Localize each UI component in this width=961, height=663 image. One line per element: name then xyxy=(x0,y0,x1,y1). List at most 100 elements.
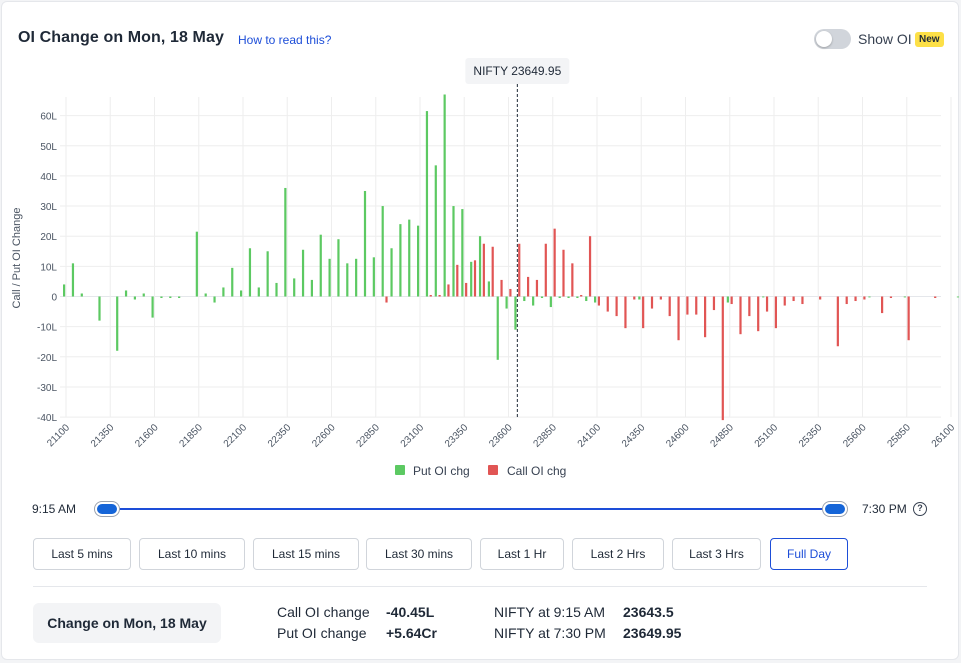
call-oi-change-value: -40.45L xyxy=(386,604,435,620)
nifty-start-value: 23643.5 xyxy=(623,604,674,620)
call-oi-bar xyxy=(650,296,654,309)
range-button-last-5-mins[interactable]: Last 5 mins xyxy=(33,538,131,570)
x-tick-label: 24100 xyxy=(576,422,604,450)
legend-call-label[interactable]: Call OI chg xyxy=(507,464,566,478)
put-oi-bar xyxy=(540,296,544,299)
call-oi-bar xyxy=(633,296,636,300)
slider-end-handle[interactable] xyxy=(823,502,847,516)
x-tick-label: 24850 xyxy=(708,422,736,450)
x-tick-label: 22100 xyxy=(222,422,250,450)
put-oi-bar xyxy=(726,296,729,303)
legend-put-label[interactable]: Put OI chg xyxy=(413,464,470,478)
put-oi-bar xyxy=(346,263,349,297)
call-oi-bar xyxy=(642,296,645,329)
put-oi-bar xyxy=(195,231,198,297)
put-oi-bar xyxy=(213,296,216,303)
oi-change-chart: -40L -30L -20L -10L 0 10L 20L 30L 40L 50L 60L 21100… xyxy=(11,58,960,478)
range-button-full-day[interactable]: Full Day xyxy=(770,538,848,570)
put-oi-bar xyxy=(558,296,561,299)
put-oi-bar xyxy=(762,296,765,298)
page-title: OI Change on Mon, 18 May xyxy=(18,29,224,46)
put-oi-bar xyxy=(160,296,163,299)
call-oi-bar xyxy=(615,296,618,317)
call-oi-bar xyxy=(934,296,937,299)
x-tick-label: 21850 xyxy=(177,422,205,450)
call-oi-change-label: Call OI change xyxy=(277,604,370,620)
call-oi-bar xyxy=(819,296,822,300)
time-range-track[interactable] xyxy=(106,508,835,510)
put-oi-change-value: +5.64Cr xyxy=(386,625,437,641)
put-oi-bar xyxy=(461,209,464,297)
y-tick-label: -20L xyxy=(37,353,57,364)
put-oi-bar xyxy=(301,249,305,297)
call-oi-bar xyxy=(765,296,769,312)
put-oi-bar xyxy=(266,251,269,297)
x-tick-label: 25350 xyxy=(797,422,825,450)
x-tick-label: 25600 xyxy=(841,422,869,450)
range-button-last-10-mins[interactable]: Last 10 mins xyxy=(139,538,245,570)
show-oi-label: Show OI xyxy=(858,31,912,47)
call-oi-bar xyxy=(491,246,494,297)
put-oi-bar xyxy=(293,278,296,297)
y-axis-label: Call / Put OI Change xyxy=(11,208,23,309)
put-oi-bar xyxy=(284,187,287,297)
range-button-last-1-hr[interactable]: Last 1 Hr xyxy=(480,538,564,570)
y-tick-label: 30L xyxy=(40,202,57,213)
y-tick-label: -30L xyxy=(37,383,57,394)
put-oi-bar xyxy=(638,296,641,300)
call-oi-bar xyxy=(588,236,592,297)
x-tick-label: 25850 xyxy=(885,422,913,450)
legend-put-swatch[interactable] xyxy=(395,465,405,475)
call-oi-bar xyxy=(518,243,521,297)
slider-end-time: 7:30 PM xyxy=(862,502,907,516)
put-oi-bar xyxy=(408,219,411,297)
put-oi-bar xyxy=(169,296,172,299)
x-tick-label: 21100 xyxy=(45,422,72,449)
put-oi-bar xyxy=(98,296,101,321)
put-oi-bar xyxy=(248,248,252,297)
put-oi-bar xyxy=(567,296,570,299)
put-oi-bar xyxy=(71,263,75,297)
call-oi-bar xyxy=(580,294,583,297)
y-tick-label: 10L xyxy=(40,262,57,273)
range-button-last-3-hrs[interactable]: Last 3 Hrs xyxy=(672,538,761,570)
put-oi-bar xyxy=(496,296,499,360)
help-icon[interactable]: ? xyxy=(913,502,927,516)
show-oi-toggle[interactable] xyxy=(814,29,851,49)
put-oi-bar xyxy=(585,296,588,302)
put-oi-bar xyxy=(956,296,960,298)
call-oi-bar xyxy=(854,296,857,302)
put-oi-bar xyxy=(381,206,384,297)
how-to-read-link[interactable]: How to read this? xyxy=(238,33,332,47)
x-tick-label: 24600 xyxy=(664,422,692,450)
call-oi-bar xyxy=(704,296,707,338)
put-oi-bar xyxy=(452,206,455,297)
call-oi-bar xyxy=(606,296,609,312)
call-oi-bar xyxy=(668,296,671,317)
put-oi-bar xyxy=(142,293,145,297)
x-tick-label: 21350 xyxy=(89,422,117,450)
call-oi-bar xyxy=(473,260,477,297)
legend-call-swatch[interactable] xyxy=(488,465,498,475)
slider-start-handle[interactable] xyxy=(95,502,119,516)
put-oi-bar xyxy=(434,165,437,297)
put-oi-bar xyxy=(328,258,331,297)
call-oi-bar xyxy=(801,296,804,305)
range-button-last-30-mins[interactable]: Last 30 mins xyxy=(366,538,472,570)
put-oi-bar xyxy=(310,279,313,297)
range-button-last-2-hrs[interactable]: Last 2 Hrs xyxy=(572,538,664,570)
chart-legend: Put OI chg Call OI chg xyxy=(395,464,566,478)
x-tick-label: 21600 xyxy=(133,422,161,450)
call-oi-bar xyxy=(429,294,432,297)
range-button-last-15-mins[interactable]: Last 15 mins xyxy=(253,538,359,570)
x-tick-label: 24350 xyxy=(620,422,648,450)
put-oi-bar xyxy=(443,94,446,297)
call-oi-bar xyxy=(712,296,716,311)
call-oi-bar xyxy=(739,296,742,335)
call-oi-bar xyxy=(889,296,893,299)
change-date-button[interactable]: Change on Mon, 18 May xyxy=(33,603,221,643)
call-oi-bar xyxy=(456,264,459,297)
nifty-end-label: NIFTY at 7:30 PM xyxy=(494,625,606,641)
put-oi-bar xyxy=(124,290,128,297)
call-oi-bar xyxy=(509,288,512,297)
